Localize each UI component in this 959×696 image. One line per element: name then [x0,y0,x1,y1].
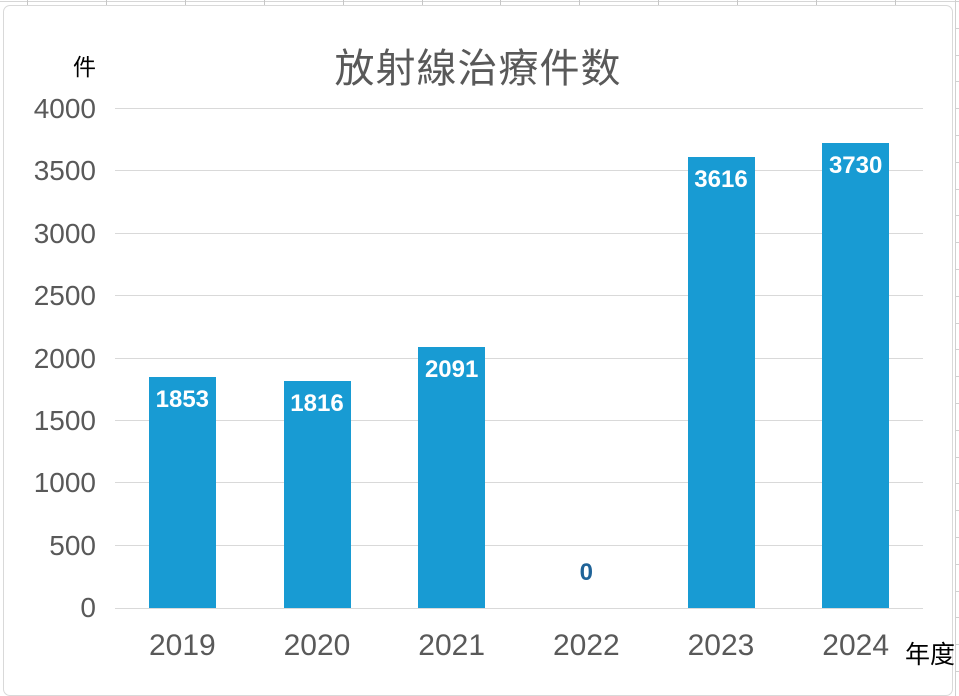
gridline [115,419,923,421]
x-tick-label: 2024 [822,629,890,662]
gridline [115,482,923,484]
bar-2024[interactable]: 3730 [822,142,890,608]
spreadsheet-row-tick [956,349,959,351]
spreadsheet-row-tick [956,27,959,29]
x-tick-label: 2020 [283,629,351,662]
gridline [115,232,923,234]
y-tick-label: 0 [80,592,96,623]
spreadsheet-column-gridline-right [955,0,956,696]
spreadsheet-row-tick [956,537,959,538]
x-axis-title: 年度 [905,641,956,669]
spreadsheet-row-tick [956,188,959,190]
spreadsheet-row-tick [956,322,959,324]
data-label: 1816 [290,390,344,418]
spreadsheet-row-tick [956,403,959,404]
spreadsheet-column-tick [105,0,107,5]
spreadsheet-row-tick [956,215,959,217]
spreadsheet-row-tick [956,135,959,136]
y-tick-label: 500 [49,529,96,561]
y-tick-label: 3500 [33,155,96,187]
spreadsheet-column-tick [816,0,817,5]
spreadsheet-column-tick [263,0,265,5]
spreadsheet-row-tick [956,644,959,646]
gridline [115,295,923,297]
data-label: 3730 [828,151,883,179]
plot-area[interactable]: 1853 1816 2091 0 3616 3730 [115,108,923,609]
spreadsheet-row-tick [956,483,959,485]
x-tick-label: 2019 [148,629,216,662]
chart-title: 放射線治療件数 [334,47,622,91]
spreadsheet-row-tick [956,161,959,163]
spreadsheet-row-tick [956,429,959,431]
bar-2023[interactable]: 3616 [687,156,755,608]
y-tick-label: 2000 [33,342,96,374]
spreadsheet-row-gridline [0,1,959,2]
x-tick-label: 2021 [418,629,486,662]
x-tick-label: 2022 [552,629,620,662]
spreadsheet-column-tick [27,0,28,5]
spreadsheet-column-tick [421,0,423,5]
y-tick-label: 2500 [33,280,96,312]
spreadsheet-row-tick [956,456,959,458]
y-tick-label: 3000 [33,217,96,249]
spreadsheet-row-tick [956,242,959,244]
y-axis-unit-label: 件 [73,54,96,80]
data-label: 3616 [694,165,748,193]
gridline [115,544,923,546]
bar-2021[interactable]: 2091 [418,347,486,608]
spreadsheet-column-tick [737,0,739,5]
bar-2019[interactable]: 1853 [148,376,216,608]
spreadsheet-row-tick [956,376,959,378]
spreadsheet-column-tick [342,0,344,5]
spreadsheet-column-tick [579,0,581,5]
y-tick-label: 4000 [33,93,96,124]
y-tick-label: 1000 [33,467,96,499]
spreadsheet-column-tick [894,0,896,5]
x-axis-tick-labels: 2019 2020 2021 2022 2023 2024 [115,608,923,670]
gridline [115,357,923,359]
spreadsheet-row-tick [956,81,959,83]
bar-2020[interactable]: 1816 [283,381,351,608]
spreadsheet-column-tick [658,0,660,5]
spreadsheet-row-tick [956,671,959,672]
spreadsheet-row-tick [956,269,959,270]
spreadsheet-row-tick [956,617,959,619]
x-tick-label: 2023 [687,629,755,662]
gridline [115,108,923,109]
data-label: 2091 [424,356,479,384]
data-label: 0 [579,559,593,586]
gridline [115,170,923,172]
spreadsheet-row-tick [956,510,959,512]
spreadsheet-row-tick [956,590,959,592]
spreadsheet-column-tick [500,0,502,5]
spreadsheet-column-tick [184,0,186,5]
spreadsheet-row-tick [956,54,959,56]
chart-object[interactable]: 放射線治療件数 件 1853 1816 2091 0 3616 3730 0 500 1000… [3,5,955,696]
y-tick-label: 1500 [33,404,96,436]
spreadsheet-row-tick [956,295,959,297]
spreadsheet-row-tick [956,1,959,2]
spreadsheet-row-tick [956,563,959,565]
data-label: 1853 [155,385,210,413]
spreadsheet-row-tick [956,108,959,110]
y-axis-tick-labels: 0 500 1000 1500 2000 2500 3000 3500 4000 [4,95,96,622]
